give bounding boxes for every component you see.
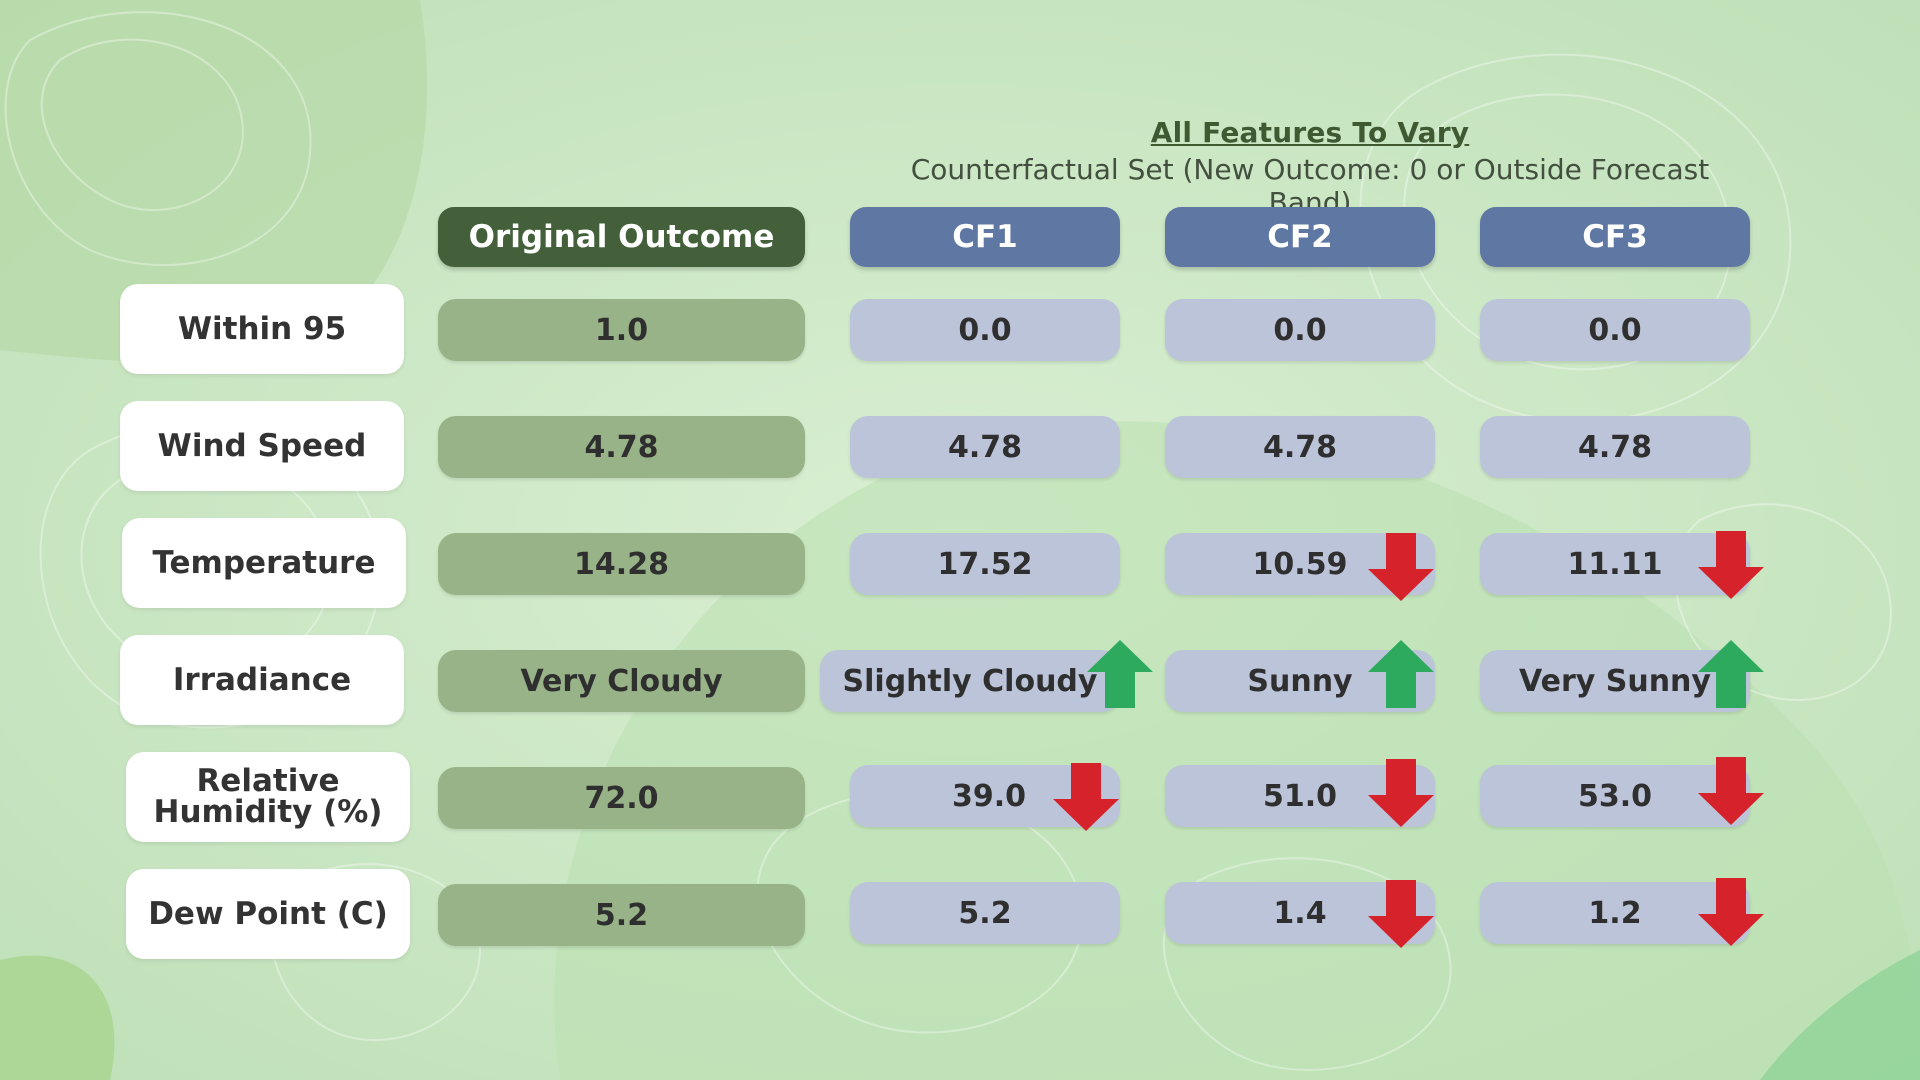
row-label-temperature: Temperature: [122, 518, 406, 608]
arrow-up-icon: [1698, 640, 1764, 708]
column-header-cf2: CF2: [1165, 207, 1435, 267]
arrow-down-icon: [1368, 880, 1434, 948]
cell-dew-point-cf3: 1.2: [1480, 882, 1750, 944]
cell-wind-speed-original: 4.78: [438, 416, 805, 478]
cell-temperature-cf3: 11.11: [1480, 533, 1750, 595]
cell-irradiance-cf3: Very Sunny: [1480, 650, 1750, 712]
cell-irradiance-cf1: Slightly Cloudy: [820, 650, 1120, 712]
cell-irradiance-original: Very Cloudy: [438, 650, 805, 712]
row-label-line1: Relative: [196, 763, 340, 799]
heading-subtitle: Counterfactual Set (New Outcome: 0 or Ou…: [910, 153, 1710, 219]
cell-dew-point-cf1: 5.2: [850, 882, 1120, 944]
heading-title: All Features To Vary: [1150, 116, 1470, 149]
column-header-cf1: CF1: [850, 207, 1120, 267]
arrow-down-icon: [1698, 531, 1764, 599]
column-header-original: Original Outcome: [438, 207, 805, 267]
arrow-down-icon: [1368, 759, 1434, 827]
cell-temperature-original: 14.28: [438, 533, 805, 595]
arrow-down-icon: [1698, 757, 1764, 825]
row-label-relative-humidity: Relative Humidity (%): [126, 752, 410, 842]
cell-within-95-cf2: 0.0: [1165, 299, 1435, 361]
row-label-within-95: Within 95: [120, 284, 404, 374]
cell-wind-speed-cf3: 4.78: [1480, 416, 1750, 478]
table-heading: All Features To Vary Counterfactual Set …: [870, 116, 1750, 219]
arrow-up-icon: [1368, 640, 1434, 708]
cell-within-95-cf3: 0.0: [1480, 299, 1750, 361]
row-label-irradiance: Irradiance: [120, 635, 404, 725]
cell-wind-speed-cf1: 4.78: [850, 416, 1120, 478]
arrow-down-icon: [1698, 878, 1764, 946]
row-label-wind-speed: Wind Speed: [120, 401, 404, 491]
row-label-dew-point: Dew Point (C): [126, 869, 410, 959]
arrow-down-icon: [1053, 763, 1119, 831]
row-label-line2: Humidity (%): [153, 794, 383, 830]
arrow-up-icon: [1087, 640, 1153, 708]
cell-temperature-cf1: 17.52: [850, 533, 1120, 595]
cell-within-95-original: 1.0: [438, 299, 805, 361]
column-header-cf3: CF3: [1480, 207, 1750, 267]
cell-within-95-cf1: 0.0: [850, 299, 1120, 361]
cell-humidity-original: 72.0: [438, 767, 805, 829]
cell-dew-point-original: 5.2: [438, 884, 805, 946]
cell-wind-speed-cf2: 4.78: [1165, 416, 1435, 478]
arrow-down-icon: [1368, 533, 1434, 601]
